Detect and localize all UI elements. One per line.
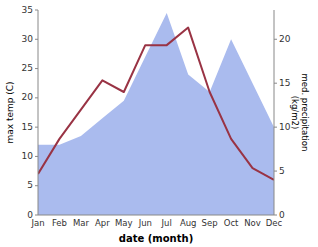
y-axis-line <box>38 10 39 215</box>
tick-label: 5 <box>27 180 33 190</box>
tick-label: Jan <box>30 218 44 228</box>
tick-label: Sep <box>202 218 218 228</box>
plot-area <box>38 13 274 215</box>
tick <box>274 215 277 216</box>
tick <box>35 215 38 216</box>
tick <box>35 185 38 186</box>
chart: 0510152025303505101520JanFebMarAprMayJun… <box>0 0 318 247</box>
y2-axis-label: med. precipitation(kg/m2) <box>290 74 310 152</box>
tick <box>35 10 38 11</box>
tick-label: Dec <box>266 218 283 228</box>
tick-label: Feb <box>52 218 67 228</box>
tick <box>274 39 277 40</box>
x-axis-label: date (month) <box>119 233 193 244</box>
tick <box>35 39 38 40</box>
tick <box>35 68 38 69</box>
tick-label: Jun <box>138 218 152 228</box>
label-line: (kg/m2) <box>290 96 300 130</box>
area <box>38 13 274 215</box>
y-axis-label: max temp (C) <box>5 81 15 143</box>
chart-container: 0510152025303505101520JanFebMarAprMayJun… <box>0 0 318 247</box>
tick-label: Mar <box>73 218 90 228</box>
axes: 0510152025303505101520JanFebMarAprMayJun… <box>22 5 291 229</box>
tick-label: 15 <box>279 78 290 88</box>
tick <box>274 127 277 128</box>
tick-label: Nov <box>244 218 261 228</box>
tick-label: May <box>115 218 133 228</box>
tick-label: 25 <box>22 63 33 73</box>
tick-label: Aug <box>180 218 197 228</box>
y2-axis-line <box>274 10 275 215</box>
tick-label: Jul <box>161 218 172 228</box>
tick-label: 10 <box>22 151 34 161</box>
tick-label: 35 <box>22 5 33 15</box>
tick-label: 15 <box>22 122 33 132</box>
tick <box>35 97 38 98</box>
tick-label: Oct <box>224 218 239 228</box>
tick-label: 20 <box>279 34 291 44</box>
tick-label: 20 <box>22 92 34 102</box>
line <box>38 28 274 180</box>
tick-label: 10 <box>279 122 291 132</box>
tick <box>35 156 38 157</box>
x-axis-line <box>38 215 274 216</box>
tick <box>35 127 38 128</box>
label-line: med. precipitation <box>300 74 310 152</box>
tick <box>274 83 277 84</box>
tick <box>274 171 277 172</box>
tick-label: 5 <box>279 166 285 176</box>
tick-label: 30 <box>22 34 34 44</box>
tick-label: Apr <box>95 218 110 228</box>
